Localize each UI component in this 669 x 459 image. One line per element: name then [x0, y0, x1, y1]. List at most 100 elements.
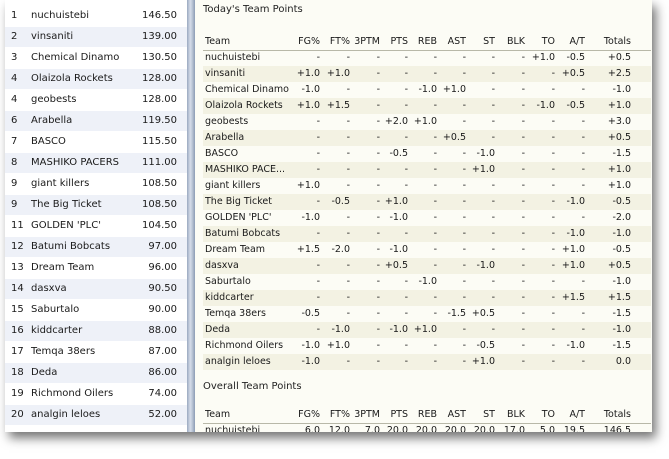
stat-cell: - — [581, 356, 585, 367]
stat-cell: -1.0 — [418, 84, 437, 95]
standings-row[interactable]: 4 Olaizola Rockets 128.00 — [5, 69, 187, 89]
stat-cell: - — [316, 52, 320, 63]
column-header[interactable]: 3PTM — [354, 36, 380, 47]
stat-cell: - — [404, 308, 408, 319]
column-header[interactable]: FT% — [329, 409, 350, 420]
table-row: MASHIKO PACE... - - - - - - +1.0- - - +1.0 — [203, 162, 651, 178]
standings-rank: 3 — [11, 52, 18, 63]
stat-cell: -0.5 — [301, 308, 320, 319]
column-header[interactable]: FG% — [298, 36, 320, 47]
standings-rank: 13 — [11, 262, 24, 273]
stat-cell: -1.0 — [612, 324, 631, 335]
stat-cell: +0.5 — [607, 132, 631, 143]
standings-row[interactable]: 6 Arabella 119.50 — [5, 111, 187, 131]
stat-cell: +1.5 — [296, 244, 320, 255]
column-header[interactable]: ST — [483, 36, 495, 47]
table-row: Arabella - - - - - +0.5- - - - +0.5 — [203, 130, 651, 146]
standings-panel: 1 nuchuistebi 146.50 2 vinsaniti 139.00 3 Chemi… — [5, 0, 187, 432]
stat-cell: - — [491, 244, 495, 255]
column-header[interactable]: AST — [447, 36, 466, 47]
standings-team-name: Temqa 38ers — [31, 346, 96, 357]
column-header[interactable]: 3PTM — [354, 409, 380, 420]
column-header[interactable]: Totals — [603, 409, 631, 420]
table-header-row: Team FG% FT% 3PTM PTS REB AST ST BLK TO A/T Totals — [203, 407, 651, 424]
standings-row[interactable]: 16 kiddcarter 88.00 — [5, 321, 187, 341]
column-header[interactable]: Team — [205, 409, 231, 420]
column-header[interactable]: ST — [483, 409, 495, 420]
stat-cell: - — [376, 84, 380, 95]
standings-rank: 2 — [11, 31, 18, 42]
team-name-cell: kiddcarter — [205, 292, 254, 303]
column-header[interactable]: Totals — [603, 36, 631, 47]
stat-cell: - — [521, 308, 525, 319]
stat-cell: 6.0 — [304, 425, 320, 432]
column-header[interactable]: A/T — [569, 36, 585, 47]
stat-cell: - — [521, 84, 525, 95]
column-header[interactable]: AST — [447, 409, 466, 420]
standings-row[interactable]: 20 analgin leloes 52.00 — [5, 405, 187, 425]
standings-row[interactable]: 11 GOLDEN 'PLC' 104.50 — [5, 216, 187, 236]
stat-cell: -1.0 — [566, 340, 585, 351]
standings-row[interactable]: 18 Deda 86.00 — [5, 363, 187, 383]
stat-cell: 17.0 — [503, 425, 525, 432]
column-header[interactable]: PTS — [390, 409, 408, 420]
team-name-cell: giant killers — [205, 180, 261, 191]
stat-cell: +0.5 — [561, 68, 585, 79]
column-header[interactable]: FG% — [298, 409, 320, 420]
stat-cell: - — [581, 276, 585, 287]
stat-cell: - — [581, 164, 585, 175]
standings-points: 128.00 — [142, 94, 177, 105]
standings-row[interactable]: 15 Saburtalo 90.00 — [5, 300, 187, 320]
standings-row[interactable]: 14 dasxva 90.50 — [5, 279, 187, 299]
stat-cell: - — [316, 196, 320, 207]
stat-cell: - — [581, 132, 585, 143]
standings-row[interactable]: 3 Chemical Dinamo 130.50 — [5, 48, 187, 68]
stat-cell: -1.0 — [331, 324, 350, 335]
team-name-cell: vinsaniti — [205, 68, 246, 79]
stat-cell: - — [491, 68, 495, 79]
stat-cell: - — [316, 260, 320, 271]
standings-row[interactable]: 8 MASHIKO PACERS 111.00 — [5, 153, 187, 173]
stat-cell: - — [551, 196, 555, 207]
standings-team-name: Batumi Bobcats — [31, 241, 111, 252]
stat-cell: - — [376, 196, 380, 207]
stat-cell: - — [433, 292, 437, 303]
team-name-cell: nuchuistebi — [205, 425, 261, 432]
standings-team-name: nuchuistebi — [31, 10, 90, 21]
standings-row[interactable]: 9 The Big Ticket 108.50 — [5, 195, 187, 215]
stat-cell: - — [491, 100, 495, 111]
team-name-cell: Saburtalo — [205, 276, 251, 287]
standings-row[interactable]: 19 Richmond Oilers 74.00 — [5, 384, 187, 404]
column-header[interactable]: A/T — [569, 409, 585, 420]
stat-cell: - — [376, 228, 380, 239]
column-header[interactable]: BLK — [506, 409, 525, 420]
column-header[interactable]: REB — [417, 409, 437, 420]
standings-row[interactable]: 13 Dream Team 96.00 — [5, 258, 187, 278]
stat-cell: - — [462, 340, 466, 351]
standings-row[interactable]: 1 nuchuistebi 146.50 — [5, 6, 187, 26]
standings-row[interactable]: 7 BASCO 115.50 — [5, 132, 187, 152]
stat-cell: - — [404, 84, 408, 95]
column-header[interactable]: FT% — [329, 36, 350, 47]
standings-row[interactable]: 17 Temqa 38ers 87.00 — [5, 342, 187, 362]
stat-cell: - — [433, 132, 437, 143]
stat-cell: +2.5 — [607, 68, 631, 79]
column-header[interactable]: REB — [417, 36, 437, 47]
stat-cell: - — [316, 148, 320, 159]
stat-cell: - — [346, 164, 350, 175]
panel-splitter[interactable] — [187, 0, 195, 432]
column-header[interactable]: PTS — [390, 36, 408, 47]
column-header[interactable]: TO — [541, 36, 555, 47]
column-header[interactable]: BLK — [506, 36, 525, 47]
overall-points-title: Overall Team Points — [203, 381, 302, 392]
standings-row[interactable]: 9 giant killers 108.50 — [5, 174, 187, 194]
standings-row[interactable]: 4 geobests 128.00 — [5, 90, 187, 110]
column-header[interactable]: TO — [541, 409, 555, 420]
standings-row[interactable]: 12 Batumi Bobcats 97.00 — [5, 237, 187, 257]
standings-row[interactable]: 2 vinsaniti 139.00 — [5, 27, 187, 47]
stat-cell: - — [376, 340, 380, 351]
column-header[interactable]: Team — [205, 36, 231, 47]
standings-team-name: Chemical Dinamo — [31, 52, 120, 63]
stat-cell: 5.0 — [539, 425, 555, 432]
standings-points: 111.00 — [142, 157, 177, 168]
